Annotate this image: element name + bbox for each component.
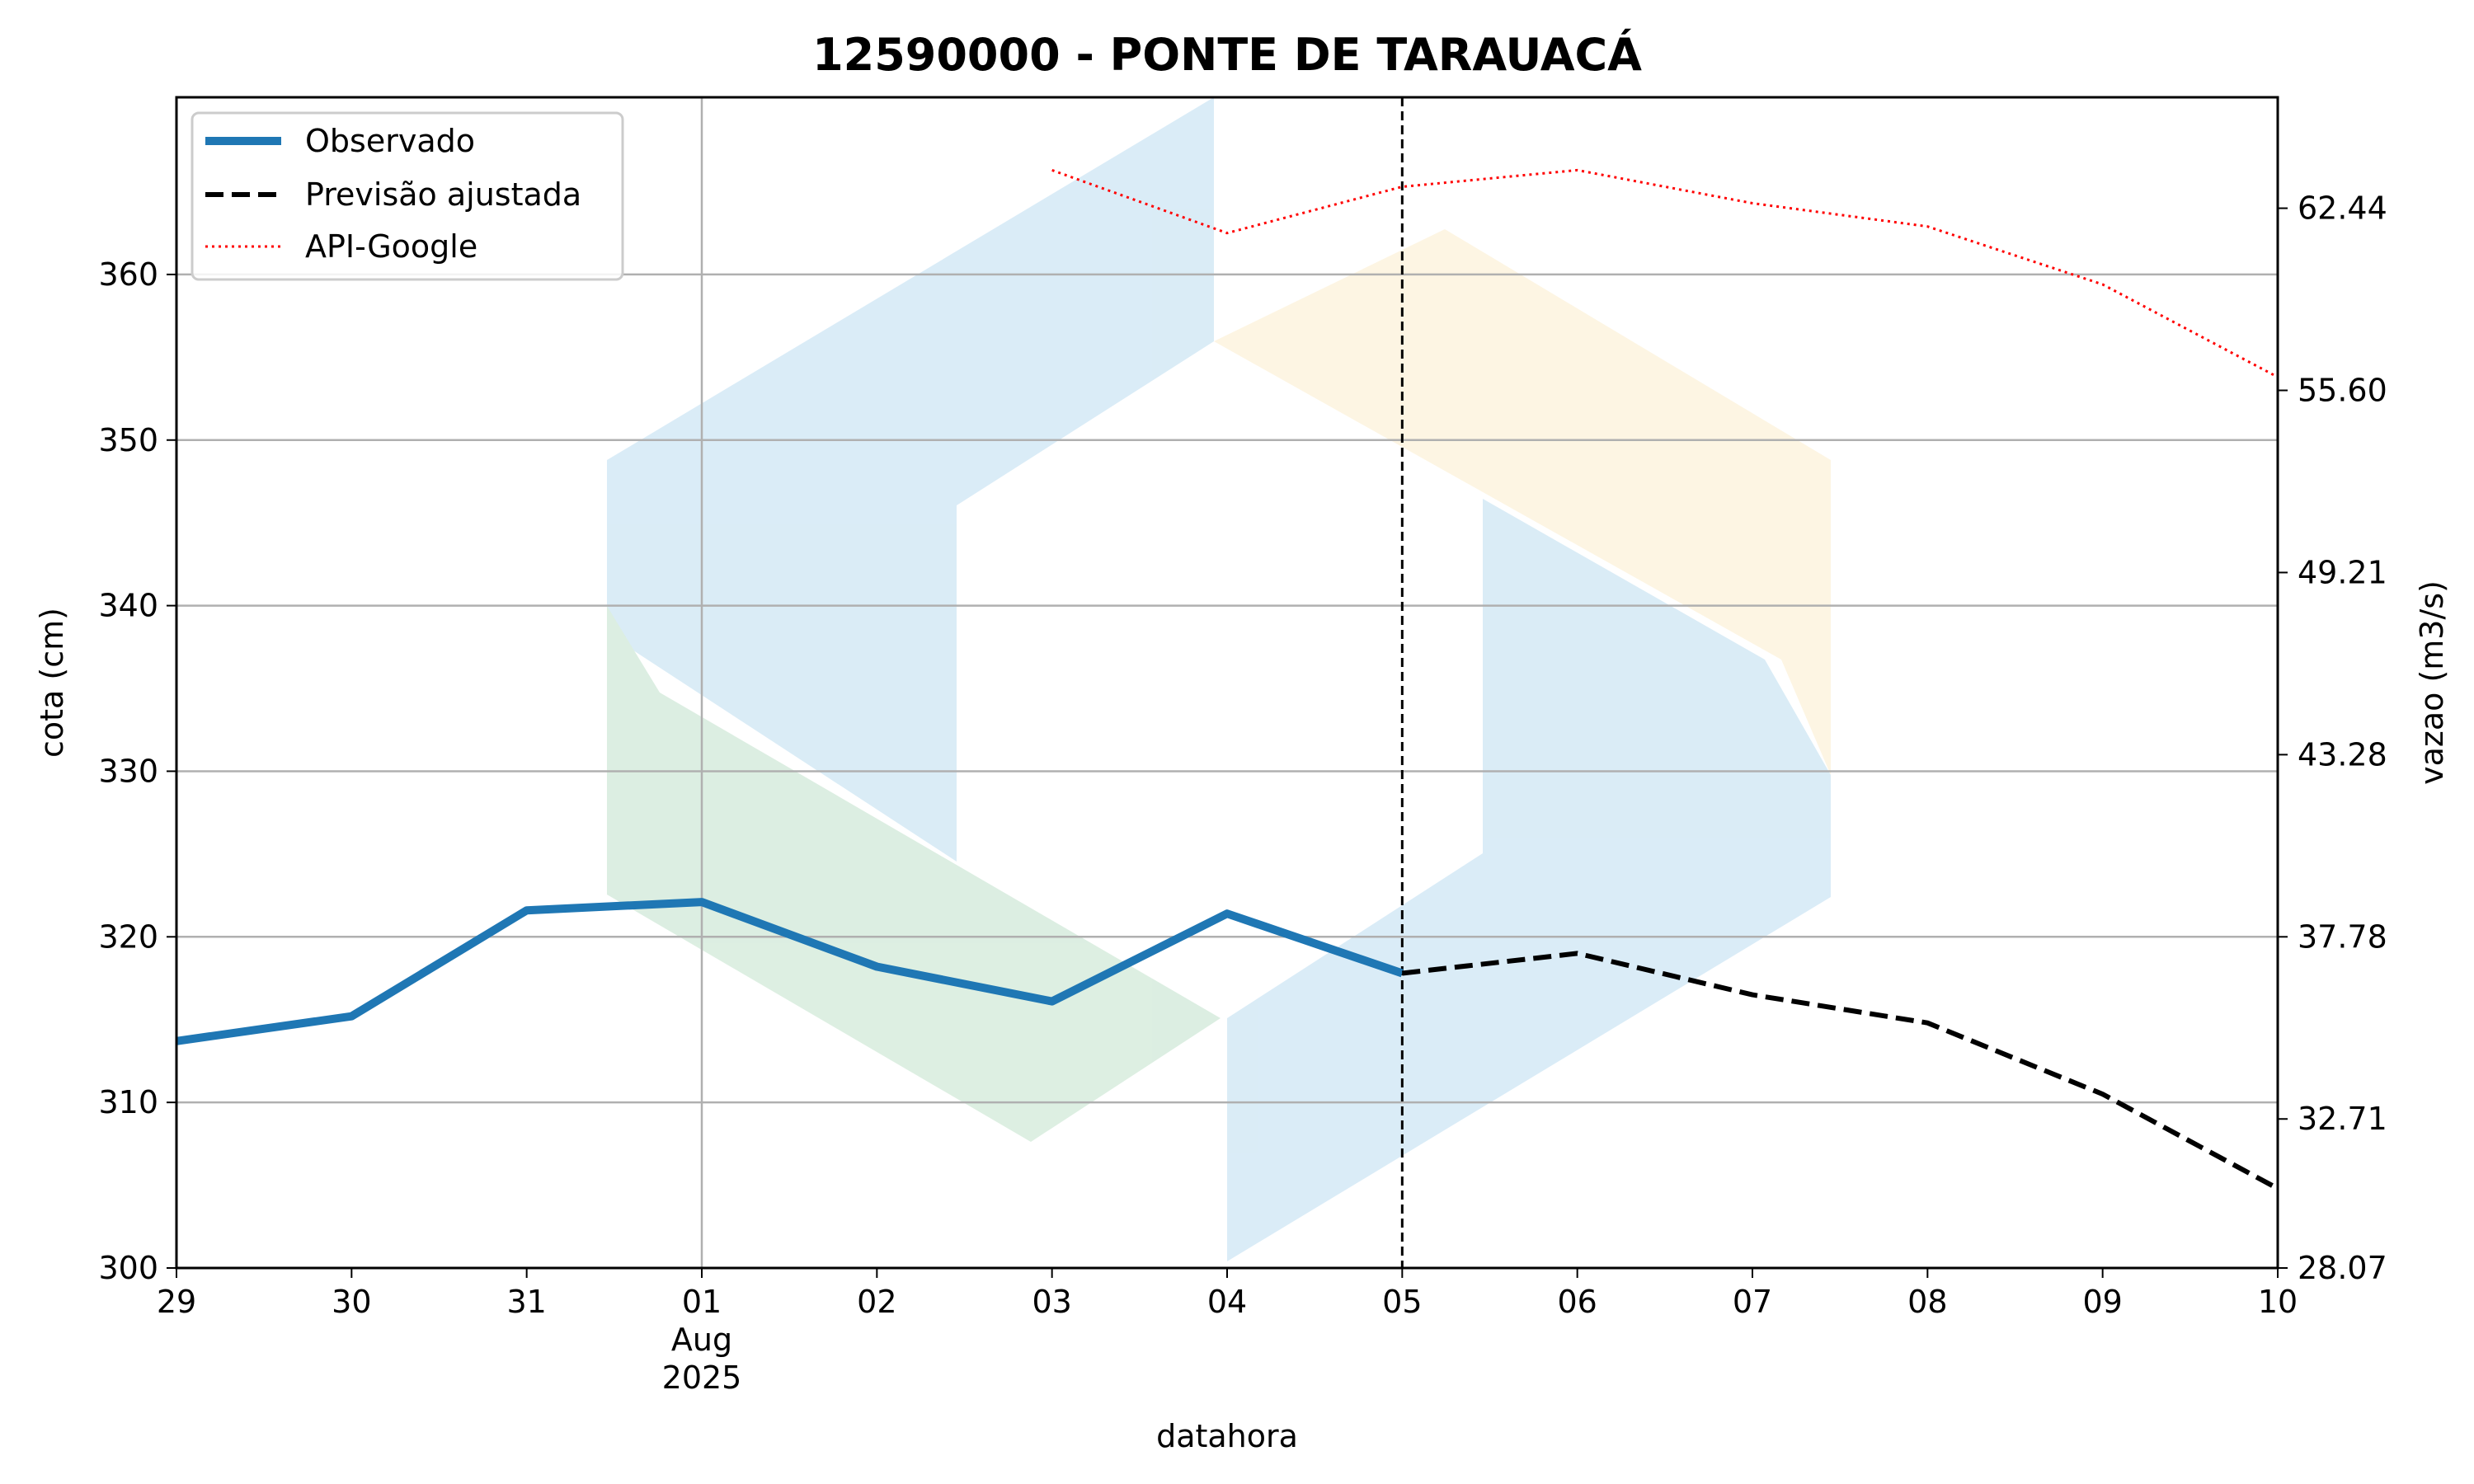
plot-frame <box>175 96 2279 1270</box>
series-line-0 <box>176 898 1404 1045</box>
watermark-shape-blue-bottom <box>1227 499 1831 1261</box>
y-tick-label-left: 330 <box>98 753 158 789</box>
legend-label-observado: Observado <box>305 123 475 159</box>
watermark-shape-yellow <box>1214 229 1831 775</box>
x-tick-label: 02 <box>857 1284 896 1320</box>
legend-label-previsao: Previsão ajustada <box>305 176 581 213</box>
x-tick-label: 03 <box>1032 1284 1071 1320</box>
series-line-1 <box>1401 951 2279 1191</box>
y-axis-label-right: vazao (m3/s) <box>2414 580 2450 785</box>
x-tick-label: 29 <box>157 1284 196 1320</box>
x-tick-label: 10 <box>2258 1284 2298 1320</box>
x-tick-label: 08 <box>1907 1284 1947 1320</box>
x-tick-label: 06 <box>1557 1284 1597 1320</box>
x-tick-label: 30 <box>332 1284 371 1320</box>
y-tick-label-right: 62.44 <box>2298 190 2387 227</box>
y-tick-label-left: 340 <box>98 588 158 624</box>
y-tick-label-right: 32.71 <box>2298 1101 2387 1137</box>
legend: Observado Previsão ajustada API-Google <box>190 111 624 281</box>
y-tick-label-left: 360 <box>98 256 158 293</box>
x-tick-label: 05 <box>1382 1284 1422 1320</box>
y-axis-label-left: cota (cm) <box>34 608 70 758</box>
axes-layer: 300 310 320 330 340 350 360 29 30 31 01 02 03 04 05 06 0… <box>98 96 2387 1396</box>
y-tick-label-left: 300 <box>98 1250 158 1286</box>
y-tick-label-right: 55.60 <box>2298 373 2387 409</box>
x-tick-label: 04 <box>1207 1284 1247 1320</box>
y-tick-label-left: 310 <box>98 1084 158 1120</box>
y-tick-label-right: 28.07 <box>2298 1250 2387 1286</box>
watermark-shape-green <box>607 606 1221 1142</box>
legend-box <box>190 111 624 281</box>
series-layer <box>176 97 2279 1268</box>
x-tick-sublabel-year: 2025 <box>662 1360 742 1396</box>
watermark-logo <box>607 97 1831 1261</box>
x-tick-label: 09 <box>2082 1284 2122 1320</box>
y-tick-label-right: 37.78 <box>2298 918 2387 955</box>
x-tick-label: 31 <box>506 1284 546 1320</box>
legend-label-api-google: API-Google <box>305 228 477 265</box>
x-axis-label: datahora <box>1156 1418 1298 1454</box>
y-tick-label-left: 320 <box>98 918 158 955</box>
chart-title: 12590000 - PONTE DE TARAUACÁ <box>812 29 1642 81</box>
x-tick-label: 01 <box>682 1284 722 1320</box>
x-tick-sublabel-month: Aug <box>671 1322 732 1358</box>
watermark-shape-blue-top <box>607 97 1214 862</box>
y-tick-label-right: 43.28 <box>2298 736 2387 773</box>
y-tick-label-left: 350 <box>98 422 158 458</box>
x-tick-label: 07 <box>1733 1284 1772 1320</box>
y-tick-label-right: 49.21 <box>2298 554 2387 590</box>
